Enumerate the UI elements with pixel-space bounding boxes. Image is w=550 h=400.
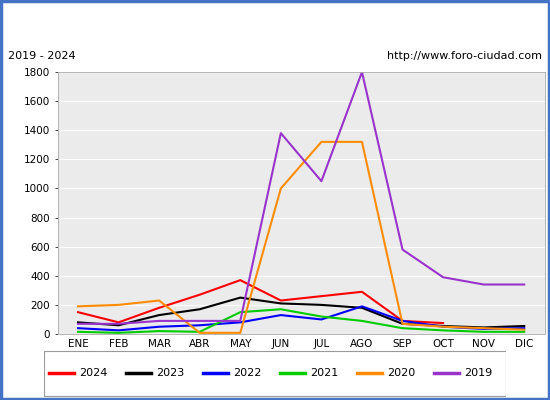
Text: 2019: 2019 xyxy=(464,368,492,378)
Text: Evolucion Nº Turistas Nacionales en el municipio de La Hija de Dios: Evolucion Nº Turistas Nacionales en el m… xyxy=(23,14,527,28)
Text: 2019 - 2024: 2019 - 2024 xyxy=(8,51,76,61)
Text: http://www.foro-ciudad.com: http://www.foro-ciudad.com xyxy=(387,51,542,61)
Text: 2022: 2022 xyxy=(233,368,261,378)
Text: 2023: 2023 xyxy=(156,368,184,378)
Text: 2021: 2021 xyxy=(310,368,338,378)
Text: 2024: 2024 xyxy=(79,368,107,378)
Text: 2020: 2020 xyxy=(387,368,415,378)
FancyBboxPatch shape xyxy=(44,350,506,396)
